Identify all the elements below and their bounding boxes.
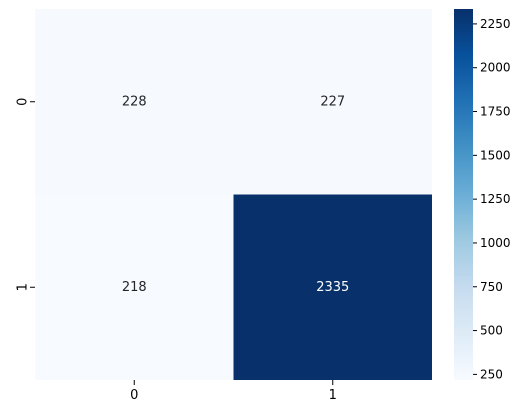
x-tick-label: 0 bbox=[130, 388, 138, 403]
colorbar-tick-label: 500 bbox=[480, 324, 503, 338]
cell-annotation-r1-c1: 2335 bbox=[316, 280, 349, 295]
colorbar-tick-label: 750 bbox=[480, 280, 503, 294]
colorbar-tick-label: 2250 bbox=[480, 17, 511, 31]
cell-annotation-r0-c0: 228 bbox=[122, 94, 147, 109]
colorbar-tick-label: 1500 bbox=[480, 148, 511, 162]
colorbar-tick-label: 250 bbox=[480, 367, 503, 381]
x-tick-label: 1 bbox=[329, 388, 337, 403]
colorbar-gradient bbox=[454, 9, 473, 380]
colorbar-tick-label: 2000 bbox=[480, 61, 511, 75]
colorbar-tick-label: 1750 bbox=[480, 105, 511, 119]
colorbar-tick-label: 1000 bbox=[480, 236, 511, 250]
y-tick-label: 1 bbox=[16, 283, 31, 291]
colorbar: 250 500 750 1000 1250 1500 1750 2000 2250 bbox=[454, 9, 511, 381]
y-axis: 01 bbox=[16, 98, 36, 292]
colorbar-tick-label: 1250 bbox=[480, 192, 511, 206]
heatmap-cells bbox=[35, 9, 432, 380]
cell-annotation-r1-c0: 218 bbox=[122, 280, 147, 295]
y-tick-label: 0 bbox=[16, 98, 31, 106]
cell-annotation-r0-c1: 227 bbox=[320, 94, 345, 109]
